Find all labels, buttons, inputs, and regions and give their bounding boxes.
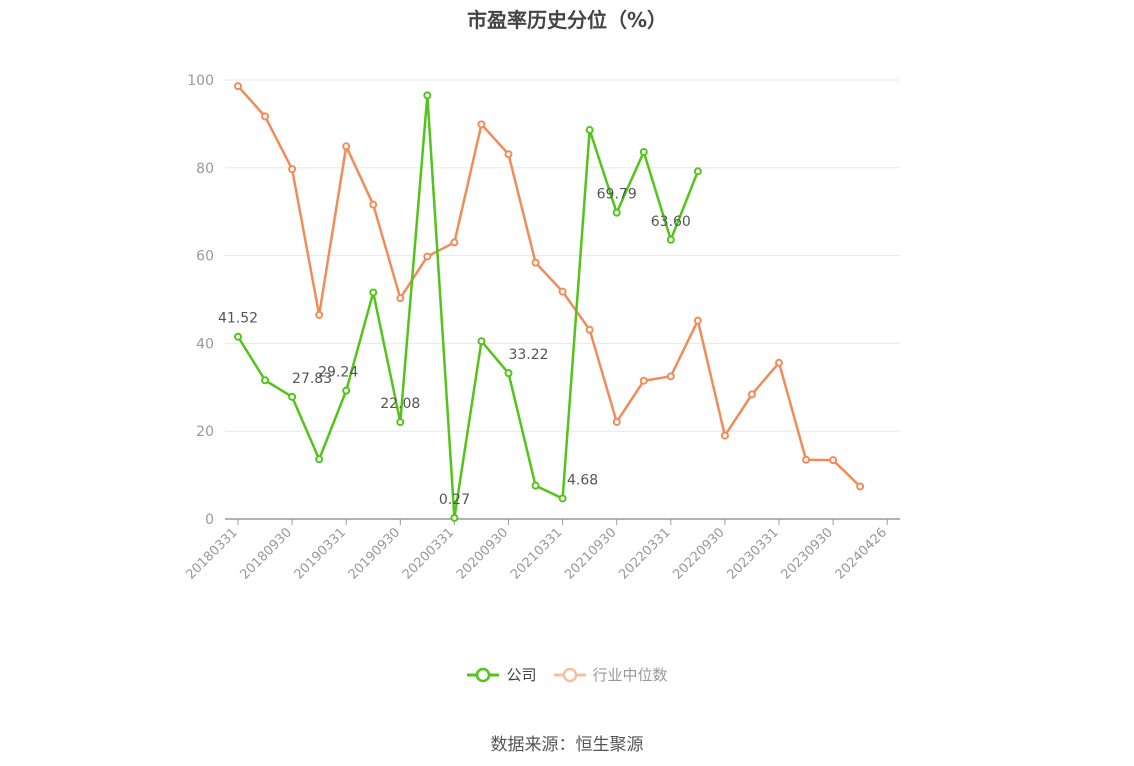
data-point-industry-median: [666, 372, 675, 381]
data-point-company: [261, 376, 270, 385]
data-label-company: 27.83: [292, 371, 332, 387]
data-point-company: [369, 288, 378, 297]
series-line-company: [236, 94, 700, 520]
legend-label-industry-median: 行业中位数: [592, 666, 668, 684]
data-point-company: [558, 494, 567, 503]
data-point-company: [612, 208, 621, 217]
x-tick-label: 20190930: [346, 525, 403, 582]
data-point-industry-median: [612, 417, 621, 426]
data-point-industry-median: [423, 252, 432, 261]
data-point-industry-median: [720, 431, 729, 440]
line-chart: 0 20 40 60 80 100 2018033120180930201903312019…: [183, 73, 900, 583]
legend-label-company: 公司: [506, 666, 537, 684]
legend-item-industry-median[interactable]: 行业中位数: [553, 664, 668, 685]
x-tick-label: 20200331: [400, 525, 457, 582]
x-tick-label: 20180930: [238, 525, 295, 582]
data-point-company: [585, 126, 594, 135]
series-line-industry-median: [237, 85, 862, 488]
data-label-company: 41.52: [218, 311, 258, 327]
data-label-company: 4.68: [567, 472, 598, 488]
data-point-industry-median: [261, 112, 270, 121]
data-point-industry-median: [775, 358, 783, 367]
data-point-company: [639, 147, 648, 156]
legend-marker-industry-median: [553, 667, 586, 682]
data-point-industry-median: [747, 390, 756, 399]
data-point-company: [396, 418, 405, 427]
data-point-industry-median: [504, 150, 513, 159]
data-point-industry-median: [829, 456, 838, 465]
y-tick-label: 100: [187, 73, 214, 89]
data-point-company: [315, 455, 324, 464]
data-label-company: 0.27: [439, 492, 470, 508]
data-point-company: [477, 337, 486, 346]
data-point-industry-median: [288, 165, 297, 174]
x-tick-label: 20210930: [562, 525, 619, 582]
data-point-company: [693, 167, 702, 176]
data-label-company: 29.24: [318, 365, 358, 381]
data-point-industry-median: [396, 294, 405, 303]
data-point-company: [342, 386, 351, 395]
data-point-industry-median: [802, 455, 811, 464]
x-tick-label: 20220930: [670, 525, 727, 582]
data-label-company: 69.79: [597, 187, 637, 203]
data-point-company: [504, 369, 513, 378]
y-tick-label: 40: [196, 336, 214, 352]
data-point-industry-median: [234, 82, 242, 91]
data-point-industry-median: [639, 376, 648, 385]
x-tick-label: 20230930: [779, 525, 836, 582]
x-tick-label: 20230331: [724, 525, 781, 582]
data-point-industry-median: [450, 238, 459, 247]
chart-title: 市盈率历史分位（%）: [466, 8, 668, 32]
data-point-industry-median: [693, 316, 702, 325]
data-label-company: 63.60: [651, 214, 691, 230]
data-point-industry-median: [342, 142, 351, 151]
data-point-company: [423, 91, 432, 100]
x-tick-label: 20240426: [833, 525, 890, 582]
x-tick-label: 20190331: [292, 525, 349, 582]
y-tick-label: 60: [196, 249, 214, 265]
data-point-industry-median: [315, 310, 324, 319]
data-point-industry-median: [369, 200, 378, 209]
x-tick-label: 20180331: [183, 525, 240, 582]
data-label-company: 22.08: [380, 396, 420, 412]
data-label-company: 33.22: [508, 347, 548, 363]
data-point-industry-median: [585, 325, 594, 334]
data-point-company: [531, 481, 540, 490]
data-source: 数据来源：恒生聚源: [490, 735, 644, 755]
data-point-industry-median: [477, 120, 486, 129]
data-point-industry-median: [856, 482, 865, 491]
chart-legend: 公司 行业中位数: [0, 664, 1134, 685]
legend-marker-company: [467, 667, 500, 682]
x-tick-label: 20220331: [616, 525, 673, 582]
y-tick-label: 0: [205, 512, 214, 528]
x-tick-label: 20210331: [508, 525, 565, 582]
data-point-industry-median: [531, 258, 540, 267]
x-tick-label: 20200930: [454, 525, 511, 582]
y-tick-label: 80: [196, 161, 214, 177]
data-point-company: [234, 332, 242, 341]
data-point-company: [450, 513, 459, 522]
y-tick-label: 20: [196, 424, 214, 440]
legend-item-company[interactable]: 公司: [466, 664, 537, 685]
data-point-company: [666, 235, 675, 244]
data-point-industry-median: [558, 287, 567, 296]
data-point-company: [288, 392, 297, 401]
